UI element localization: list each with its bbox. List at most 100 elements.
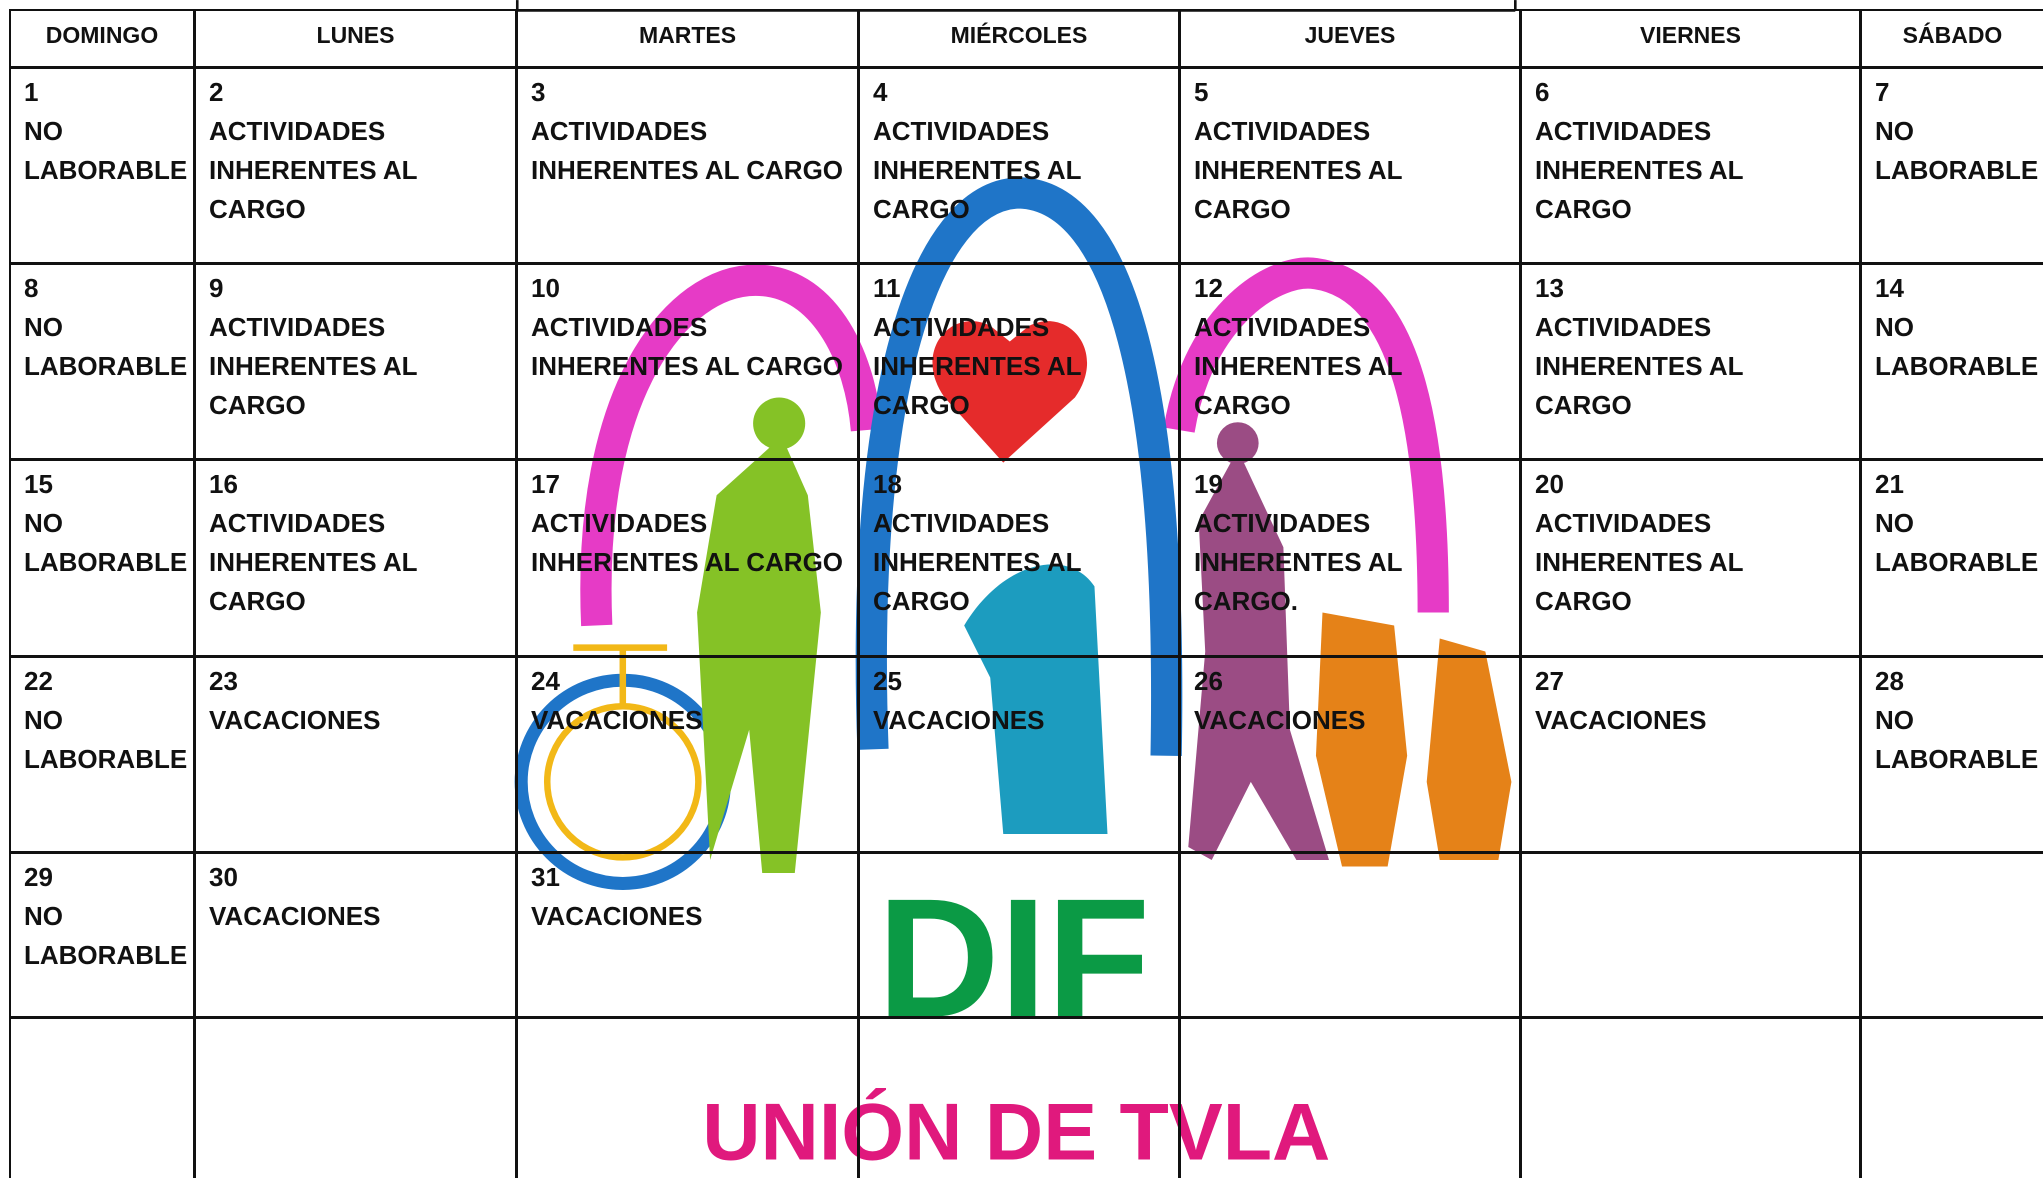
day-activity: ACTIVIDADES INHERENTES AL CARGO xyxy=(1194,312,1403,420)
day-activity: ACTIVIDADES INHERENTES AL CARGO xyxy=(209,116,418,224)
day-activity: NO LABORABLE xyxy=(24,312,188,381)
day-header: DOMINGO xyxy=(9,9,195,68)
day-cell: 1 NO LABORABLE xyxy=(9,67,195,264)
day-cell: 27 VACACIONES xyxy=(1520,656,1861,853)
day-activity: ACTIVIDADES INHERENTES AL CARGO xyxy=(1535,116,1744,224)
day-cell: 31 VACACIONES xyxy=(516,852,859,1018)
day-cell xyxy=(1860,852,2043,1018)
day-cell xyxy=(1520,1017,1861,1178)
day-activity: ACTIVIDADES INHERENTES AL CARGO xyxy=(1194,116,1403,224)
day-activity: NO LABORABLE xyxy=(1875,508,2039,577)
day-cell: 30 VACACIONES xyxy=(194,852,517,1018)
day-activity: VACACIONES xyxy=(873,705,1045,735)
day-cell xyxy=(1179,852,1521,1018)
day-activity: VACACIONES xyxy=(209,705,381,735)
day-activity: ACTIVIDADES INHERENTES AL CARGO xyxy=(873,312,1082,420)
day-number: 19 xyxy=(1194,469,1223,499)
day-activity: NO LABORABLE xyxy=(1875,312,2039,381)
logo-title: DIF xyxy=(877,863,1150,1052)
day-number: 18 xyxy=(873,469,902,499)
day-activity: NO LABORABLE xyxy=(24,116,188,185)
day-number: 8 xyxy=(24,273,39,303)
day-number: 30 xyxy=(209,862,238,892)
day-activity: ACTIVIDADES INHERENTES AL CARGO xyxy=(209,312,418,420)
day-header: JUEVES xyxy=(1179,9,1521,68)
day-cell: 17 ACTIVIDADES INHERENTES AL CARGO xyxy=(516,459,859,657)
day-cell: 11 ACTIVIDADES INHERENTES AL CARGO xyxy=(858,263,1180,460)
day-activity: ACTIVIDADES INHERENTES AL CARGO xyxy=(873,508,1082,616)
day-activity: ACTIVIDADES INHERENTES AL CARGO xyxy=(1535,508,1744,616)
day-cell: 21 NO LABORABLE xyxy=(1860,459,2043,657)
day-number: 25 xyxy=(873,666,902,696)
day-header: MIÉRCOLES xyxy=(858,9,1180,68)
day-cell: 3 ACTIVIDADES INHERENTES AL CARGO xyxy=(516,67,859,264)
day-cell: 6 ACTIVIDADES INHERENTES AL CARGO xyxy=(1520,67,1861,264)
day-number: 15 xyxy=(24,469,53,499)
day-header: SÁBADO xyxy=(1860,9,2043,68)
day-number: 9 xyxy=(209,273,224,303)
day-cell: 10 ACTIVIDADES INHERENTES AL CARGO xyxy=(516,263,859,460)
day-number: 6 xyxy=(1535,77,1550,107)
day-cell xyxy=(9,1017,195,1178)
day-cell xyxy=(516,1017,859,1178)
day-activity: NO LABORABLE xyxy=(1875,116,2039,185)
day-activity: NO LABORABLE xyxy=(1875,705,2039,774)
day-number: 24 xyxy=(531,666,560,696)
day-cell: 14 NO LABORABLE xyxy=(1860,263,2043,460)
day-number: 16 xyxy=(209,469,238,499)
day-number: 13 xyxy=(1535,273,1564,303)
day-cell: 29 NO LABORABLE xyxy=(9,852,195,1018)
day-cell xyxy=(1520,852,1861,1018)
day-activity: ACTIVIDADES INHERENTES AL CARGO xyxy=(531,116,844,185)
day-number: 29 xyxy=(24,862,53,892)
day-cell: 8 NO LABORABLE xyxy=(9,263,195,460)
day-cell: 28 NO LABORABLE xyxy=(1860,656,2043,853)
day-activity: ACTIVIDADES INHERENTES AL CARGO xyxy=(209,508,418,616)
day-activity: ACTIVIDADES INHERENTES AL CARGO xyxy=(531,508,844,577)
day-number: 20 xyxy=(1535,469,1564,499)
day-number: 7 xyxy=(1875,77,1890,107)
day-number: 5 xyxy=(1194,77,1209,107)
day-number: 17 xyxy=(531,469,560,499)
day-header: MARTES xyxy=(516,9,859,68)
day-number: 11 xyxy=(873,273,901,303)
day-cell: 15 NO LABORABLE xyxy=(9,459,195,657)
day-number: 26 xyxy=(1194,666,1223,696)
day-cell: 18 ACTIVIDADES INHERENTES AL CARGO xyxy=(858,459,1180,657)
day-cell xyxy=(858,852,1180,1018)
day-cell: 19 ACTIVIDADES INHERENTES AL CARGO. xyxy=(1179,459,1521,657)
day-cell: 9 ACTIVIDADES INHERENTES AL CARGO xyxy=(194,263,517,460)
day-cell: 13 ACTIVIDADES INHERENTES AL CARGO xyxy=(1520,263,1861,460)
day-cell: 26 VACACIONES xyxy=(1179,656,1521,853)
day-number: 23 xyxy=(209,666,238,696)
day-activity: VACACIONES xyxy=(209,901,381,931)
day-activity: VACACIONES xyxy=(531,901,703,931)
day-number: 21 xyxy=(1875,469,1904,499)
day-number: 2 xyxy=(209,77,224,107)
day-number: 12 xyxy=(1194,273,1223,303)
day-cell xyxy=(1179,1017,1521,1178)
day-cell: 22 NO LABORABLE xyxy=(9,656,195,853)
day-activity: NO LABORABLE xyxy=(24,901,188,970)
day-cell: 5 ACTIVIDADES INHERENTES AL CARGO xyxy=(1179,67,1521,264)
day-activity: VACACIONES xyxy=(1535,705,1707,735)
logo-subtitle: UNIÓN DE TVLA xyxy=(702,1087,1330,1178)
day-cell: 4 ACTIVIDADES INHERENTES AL CARGO xyxy=(858,67,1180,264)
day-number: 4 xyxy=(873,77,888,107)
day-activity: VACACIONES xyxy=(1194,705,1366,735)
day-header: LUNES xyxy=(194,9,517,68)
day-cell: 23 VACACIONES xyxy=(194,656,517,853)
day-cell: 24 VACACIONES xyxy=(516,656,859,853)
day-cell: 2 ACTIVIDADES INHERENTES AL CARGO xyxy=(194,67,517,264)
day-cell xyxy=(1860,1017,2043,1178)
day-cell: 7 NO LABORABLE xyxy=(1860,67,2043,264)
day-cell: 16 ACTIVIDADES INHERENTES AL CARGO xyxy=(194,459,517,657)
day-activity: ACTIVIDADES INHERENTES AL CARGO xyxy=(1535,312,1744,420)
day-number: 31 xyxy=(531,862,560,892)
day-cell: 25 VACACIONES xyxy=(858,656,1180,853)
day-number: 3 xyxy=(531,77,546,107)
day-number: 27 xyxy=(1535,666,1564,696)
